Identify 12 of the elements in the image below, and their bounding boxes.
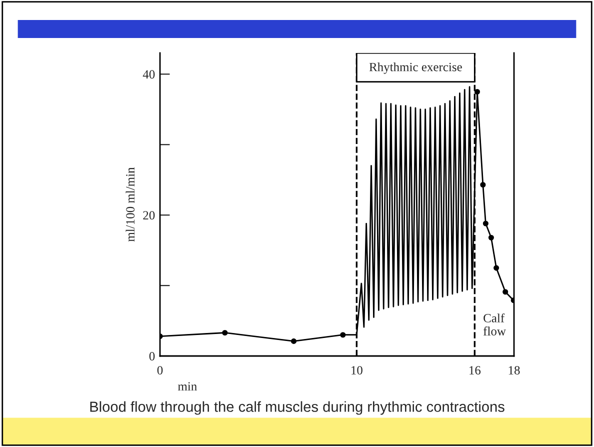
x-tick-label: 18 (508, 366, 520, 375)
y-axis-title: ml/100 ml/min (126, 167, 135, 242)
x-tick-label: 10 (352, 366, 362, 375)
x-tick-label: 0 (157, 366, 163, 375)
y-tick-label: 20 (143, 211, 155, 220)
annotation: Calf flow (483, 313, 506, 336)
y-tick-label: 40 (142, 70, 155, 79)
band-label: Rhythmic exercise (369, 62, 462, 74)
x-axis-title: min (178, 382, 197, 390)
y-tick-label: 0 (149, 352, 155, 360)
text: Blood flow through the calf muscles during rhythmic contractions (90, 401, 504, 415)
x-tick-label: 16 (470, 366, 481, 375)
